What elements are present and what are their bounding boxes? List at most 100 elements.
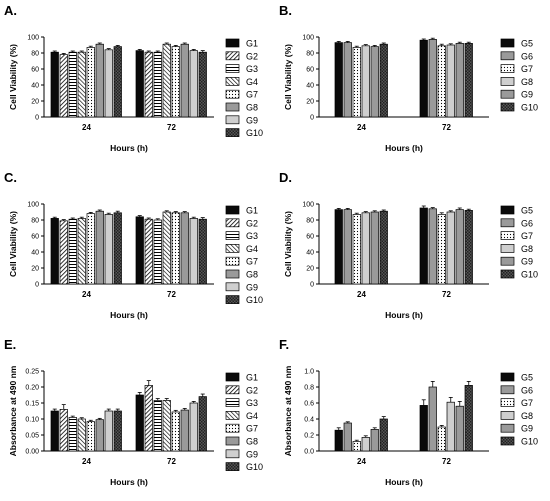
legend-swatch <box>500 436 515 446</box>
legend-label: G8 <box>246 270 258 280</box>
bar <box>352 441 361 452</box>
y-tick-label: 80 <box>306 51 314 58</box>
panel-a: A. 0 20 40 60 80 100 Cell Viability (%) Hours (h… <box>4 3 263 153</box>
legend-label: G9 <box>521 257 533 267</box>
legend-label: G5 <box>521 206 533 216</box>
legend-label: G5 <box>521 39 533 49</box>
x-tick-label: 24 <box>357 457 366 466</box>
y-tick-label: 100 <box>302 35 314 42</box>
legend-label: G2 <box>246 385 258 395</box>
bar <box>379 210 388 285</box>
bar <box>86 213 95 285</box>
bar <box>198 51 207 118</box>
legend-label: G7 <box>246 424 258 434</box>
panel-label: F. <box>279 337 289 352</box>
legend-swatch <box>225 385 240 395</box>
bar <box>104 49 113 118</box>
legend-swatch <box>500 372 515 382</box>
bar <box>334 209 343 285</box>
legend-label: G9 <box>521 90 533 100</box>
bar <box>189 50 198 118</box>
y-tick-label: 0 <box>310 282 314 289</box>
bar <box>153 219 162 285</box>
y-axis-label: Cell Viability (%) <box>8 44 18 110</box>
bar <box>446 211 455 285</box>
legend-label: G8 <box>521 77 533 87</box>
y-tick-label: 40 <box>31 250 39 257</box>
bar <box>343 209 352 285</box>
y-tick-label: 20 <box>306 266 314 273</box>
x-tick-label: 72 <box>167 457 176 466</box>
legend-swatch <box>225 51 240 61</box>
y-axis-label: Cell Viability (%) <box>8 211 18 277</box>
panel-label: E. <box>4 337 16 352</box>
legend-label: G9 <box>521 424 533 434</box>
legend-swatch <box>225 449 240 459</box>
legend-label: G1 <box>246 206 258 216</box>
panel-label: B. <box>279 3 292 18</box>
bar <box>162 43 171 118</box>
bar <box>86 421 95 452</box>
bar <box>59 54 68 118</box>
bar <box>144 385 153 452</box>
y-tick-label: 20 <box>31 266 39 273</box>
legend-swatch <box>225 244 240 253</box>
x-tick-label: 24 <box>357 123 366 132</box>
legend-label: G7 <box>521 398 533 408</box>
bar <box>198 396 207 452</box>
panel-f: F. 0.0 0.2 0.4 0.6 0.8 1.0 Absorbance at 490 nm… <box>279 337 538 487</box>
legend-label: G2 <box>246 51 258 61</box>
y-tick-label: 60 <box>306 67 314 74</box>
bar <box>86 47 95 118</box>
y-tick-label: 0.4 <box>304 417 314 424</box>
y-tick-label: 0 <box>310 115 314 122</box>
bar <box>135 216 144 285</box>
legend-label: G8 <box>246 103 258 113</box>
x-tick-label: 72 <box>442 123 451 132</box>
bar <box>198 218 207 285</box>
bar <box>334 42 343 118</box>
y-axis-label: Absorbance at 490 nm <box>283 365 293 456</box>
bar <box>361 437 370 452</box>
bar <box>437 426 446 452</box>
legend-swatch <box>225 218 240 228</box>
legend-swatch <box>225 295 240 304</box>
y-tick-label: 60 <box>306 234 314 241</box>
bar <box>419 39 428 118</box>
bar <box>171 411 180 452</box>
bar <box>343 422 352 452</box>
x-tick-label: 72 <box>442 457 451 466</box>
bar <box>77 418 86 452</box>
legend-swatch <box>225 115 240 125</box>
legend-swatch <box>225 205 240 215</box>
x-tick-label: 24 <box>82 457 91 466</box>
bar <box>446 44 455 118</box>
x-axis-label: Hours (h) <box>385 310 423 320</box>
bar <box>144 218 153 285</box>
legend-swatch <box>225 411 240 420</box>
bar <box>455 405 464 452</box>
y-tick-label: 0.8 <box>304 385 314 392</box>
legend-label: G8 <box>521 244 533 254</box>
y-tick-label: 100 <box>27 35 39 42</box>
legend-swatch <box>500 256 515 266</box>
x-axis-label: Hours (h) <box>385 143 423 153</box>
panel-c: C. 0 20 40 60 80 100 Cell Viability (%) Hours (h… <box>4 170 263 320</box>
bar <box>437 45 446 118</box>
legend-swatch <box>500 89 515 99</box>
bar <box>95 419 104 452</box>
legend-label: G9 <box>246 282 258 292</box>
legend-label: G4 <box>246 77 258 87</box>
x-tick-label: 24 <box>357 290 366 299</box>
panel-label: C. <box>4 170 17 185</box>
legend-label: G6 <box>521 385 533 395</box>
legend-swatch <box>500 231 515 240</box>
y-tick-label: 0.6 <box>304 401 314 408</box>
bar <box>464 210 473 285</box>
bar <box>162 211 171 285</box>
legend-label: G3 <box>246 64 258 74</box>
y-tick-label: 0.00 <box>25 449 39 456</box>
legend-label: G10 <box>246 462 263 472</box>
bar <box>68 51 77 118</box>
legend-label: G8 <box>521 411 533 421</box>
